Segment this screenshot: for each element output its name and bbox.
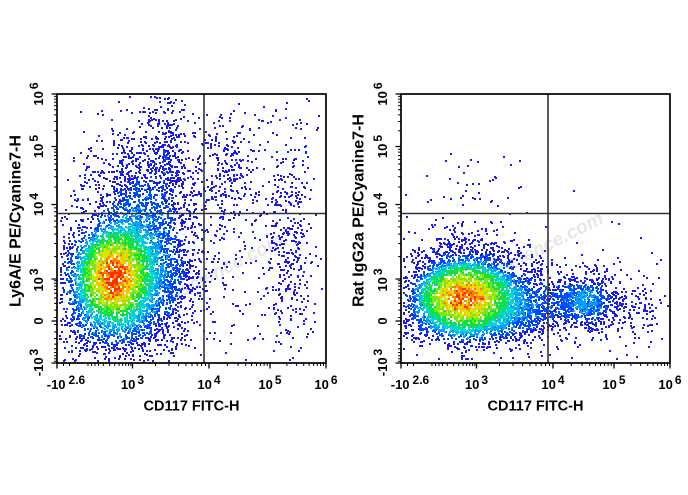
svg-text:0: 0: [375, 317, 390, 324]
svg-text:0: 0: [31, 317, 46, 324]
svg-text:Ly6A/E PE/Cyanine7-H: Ly6A/E PE/Cyanine7-H: [8, 135, 25, 307]
svg-text:CD117 FITC-H: CD117 FITC-H: [144, 399, 240, 415]
svg-text:CD117 FITC-H: CD117 FITC-H: [488, 399, 584, 415]
svg-text:Rat IgG2a PE/Cyanine7-H: Rat IgG2a PE/Cyanine7-H: [351, 114, 368, 307]
